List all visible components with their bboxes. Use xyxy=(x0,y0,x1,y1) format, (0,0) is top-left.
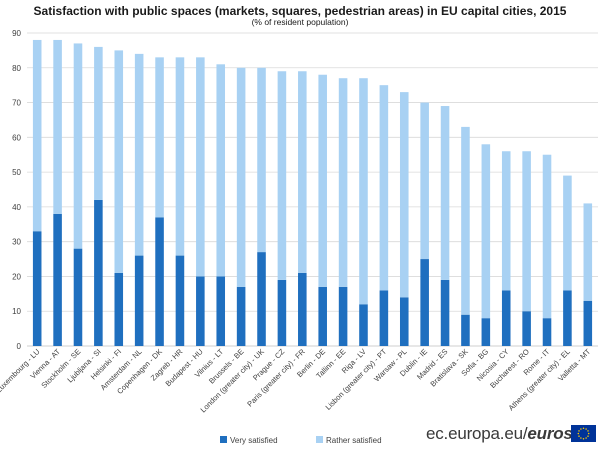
bar-rather-satisfied xyxy=(583,203,593,301)
flag-star xyxy=(587,430,589,432)
y-tick-label: 30 xyxy=(12,238,21,247)
source-link[interactable]: ec.europa.eu/eurostat xyxy=(426,424,593,444)
y-axis-ticks: 0 10 20 30 40 50 60 70 80 90 xyxy=(12,29,21,351)
bar-very-satisfied xyxy=(236,286,246,346)
bar-very-satisfied xyxy=(379,290,389,346)
flag-star xyxy=(578,430,580,432)
bar-rather-satisfied xyxy=(94,46,103,200)
eu-flag-icon xyxy=(571,425,596,442)
y-tick-label: 80 xyxy=(12,64,21,73)
bar-rather-satisfied xyxy=(563,175,572,291)
bar-very-satisfied xyxy=(542,318,552,346)
bar-very-satisfied xyxy=(216,276,226,346)
flag-star xyxy=(580,437,582,439)
bar-rather-satisfied xyxy=(338,78,348,287)
source-domain: ec.europa.eu/ xyxy=(426,424,528,443)
bar-very-satisfied xyxy=(440,279,450,346)
legend-label-rather-satisfied: Rather satisfied xyxy=(326,436,382,445)
bar-very-satisfied xyxy=(175,255,185,346)
bar-very-satisfied xyxy=(501,290,511,346)
bar-very-satisfied xyxy=(399,297,409,346)
bar-very-satisfied xyxy=(420,259,429,346)
flag-star xyxy=(587,432,590,435)
flag-star xyxy=(587,435,589,437)
bar-rather-satisfied xyxy=(73,43,83,249)
bar-rather-satisfied xyxy=(501,151,511,291)
chart-title: Satisfaction with public spaces (markets… xyxy=(33,4,567,18)
bar-rather-satisfied xyxy=(542,154,552,319)
bar-very-satisfied xyxy=(338,286,348,346)
gridlines xyxy=(27,32,598,347)
bar-very-satisfied xyxy=(461,314,470,346)
flag-star xyxy=(585,437,587,439)
flag-star xyxy=(578,435,580,437)
flag-star xyxy=(582,437,585,440)
y-tick-label: 40 xyxy=(12,203,21,212)
y-tick-label: 90 xyxy=(12,29,21,38)
bar-rather-satisfied xyxy=(53,39,62,214)
y-tick-label: 10 xyxy=(12,307,21,316)
legend-swatch-rather-satisfied xyxy=(316,436,323,443)
bar-very-satisfied xyxy=(257,252,266,346)
bar-very-satisfied xyxy=(359,304,368,346)
bar-very-satisfied xyxy=(318,286,327,346)
bar-very-satisfied xyxy=(155,217,164,346)
bar-rather-satisfied xyxy=(399,92,409,298)
legend-label-very-satisfied: Very satisfied xyxy=(230,436,278,445)
y-tick-label: 50 xyxy=(12,168,21,177)
flag-star xyxy=(580,428,582,430)
bar-very-satisfied xyxy=(73,248,83,346)
bar-very-satisfied xyxy=(114,272,124,346)
bar-very-satisfied xyxy=(134,255,144,346)
bar-rather-satisfied xyxy=(216,64,226,277)
bar-rather-satisfied xyxy=(236,67,246,287)
bar-rather-satisfied xyxy=(277,71,287,280)
bar-rather-satisfied xyxy=(196,57,205,277)
bar-rather-satisfied xyxy=(155,57,164,218)
legend-swatch-very-satisfied xyxy=(220,436,227,443)
legend: Very satisfied Rather satisfied xyxy=(220,436,382,445)
bar-rather-satisfied xyxy=(32,39,42,232)
bar-rather-satisfied xyxy=(257,67,266,253)
bar-rather-satisfied xyxy=(440,106,450,280)
bar-very-satisfied xyxy=(583,300,593,346)
bar-very-satisfied xyxy=(32,231,42,346)
bar-rather-satisfied xyxy=(379,85,389,291)
y-tick-label: 0 xyxy=(17,342,22,351)
bars xyxy=(32,39,593,346)
y-tick-label: 60 xyxy=(12,133,21,142)
bar-rather-satisfied xyxy=(359,78,368,305)
bar-very-satisfied xyxy=(481,318,491,346)
bar-rather-satisfied xyxy=(481,144,491,319)
bar-rather-satisfied xyxy=(298,71,307,273)
bar-rather-satisfied xyxy=(318,74,327,287)
bar-rather-satisfied xyxy=(134,53,144,256)
bar-rather-satisfied xyxy=(461,126,470,315)
bar-rather-satisfied xyxy=(522,151,531,312)
chart-subtitle: (% of resident population) xyxy=(251,17,349,27)
bar-very-satisfied xyxy=(53,213,62,346)
bar-very-satisfied xyxy=(196,276,205,346)
bar-very-satisfied xyxy=(563,290,572,346)
bar-rather-satisfied xyxy=(420,102,429,260)
flag-star xyxy=(582,427,585,430)
bar-rather-satisfied xyxy=(114,50,124,273)
bar-very-satisfied xyxy=(94,199,103,346)
bar-rather-satisfied xyxy=(175,57,185,256)
bar-very-satisfied xyxy=(298,272,307,346)
bar-very-satisfied xyxy=(522,311,531,346)
flag-star xyxy=(577,432,580,435)
flag-star xyxy=(585,428,587,430)
bar-very-satisfied xyxy=(277,279,287,346)
y-tick-label: 70 xyxy=(12,99,21,108)
y-tick-label: 20 xyxy=(12,272,21,281)
